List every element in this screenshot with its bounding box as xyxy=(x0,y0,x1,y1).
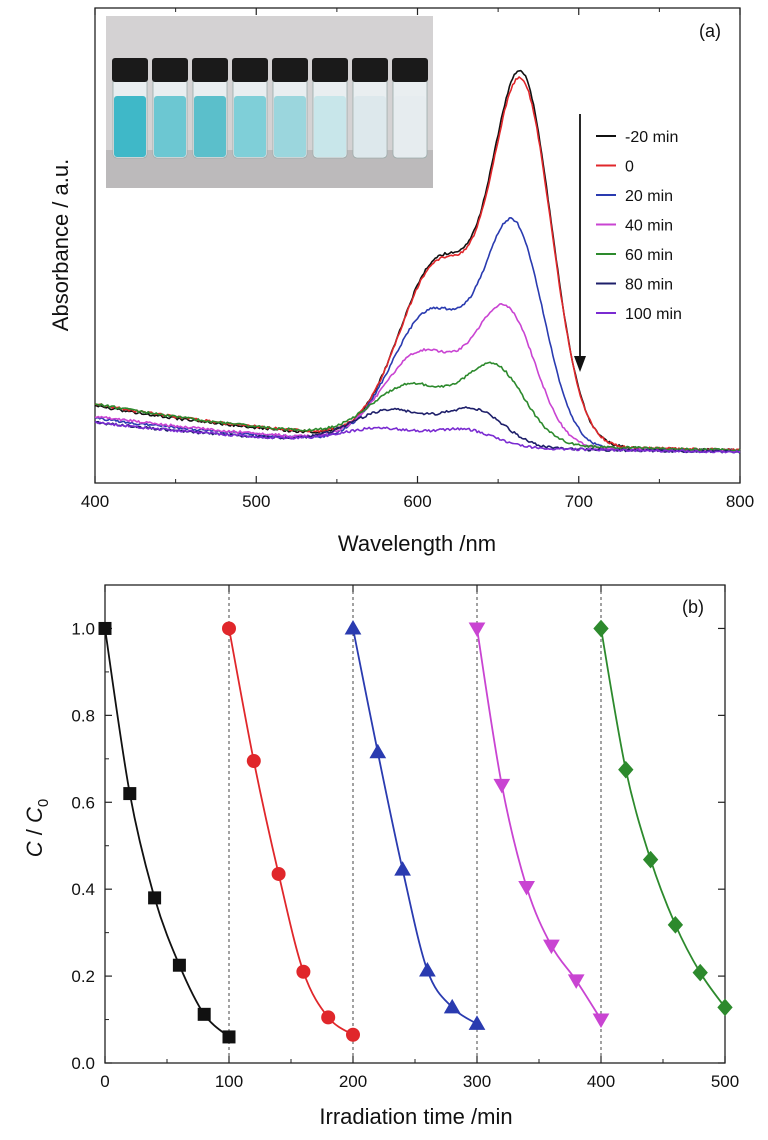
x-tick-label: 500 xyxy=(711,1072,739,1091)
inverted-triangle-marker xyxy=(493,778,511,794)
inverted-triangle-marker xyxy=(543,939,560,955)
panel-b-dashed-lines xyxy=(228,585,602,1063)
y-tick-label: 0.2 xyxy=(71,967,95,986)
y-tick-label: 1.0 xyxy=(71,619,95,638)
spectrum-curve xyxy=(94,420,741,454)
circle-marker xyxy=(246,753,261,768)
x-tick-label: 0 xyxy=(100,1072,109,1091)
panel-b-label: (b) xyxy=(682,597,704,617)
y-tick-label: 0.4 xyxy=(71,880,95,899)
square-marker xyxy=(197,1007,211,1021)
circle-marker xyxy=(346,1027,360,1042)
legend-label: 40 min xyxy=(625,218,673,235)
diamond-marker xyxy=(642,850,659,869)
decrease-arrow-head xyxy=(574,356,586,372)
triangle-marker xyxy=(369,743,387,759)
vial-solution xyxy=(234,96,266,157)
legend-label: 80 min xyxy=(625,277,673,294)
vial-cap xyxy=(232,58,268,82)
inverted-triangle-marker xyxy=(567,974,585,989)
decay-line xyxy=(476,628,602,1021)
triangle-marker xyxy=(419,961,436,977)
x-tick-label: 800 xyxy=(726,492,754,511)
inverted-triangle-marker xyxy=(468,622,486,637)
square-marker xyxy=(98,621,112,635)
vial-cap xyxy=(392,58,428,82)
x-tick-label: 400 xyxy=(587,1072,615,1091)
vial-solution xyxy=(314,96,346,157)
vial-cap xyxy=(312,58,348,82)
square-marker xyxy=(222,1030,236,1044)
panel-b-series xyxy=(98,619,733,1044)
legend-label: -20 min xyxy=(625,129,678,146)
decay-line xyxy=(104,628,230,1038)
inverted-triangle-marker xyxy=(518,881,535,896)
panel-b-xlabel: Irradiation time /min xyxy=(319,1104,512,1129)
panel-a-label: (a) xyxy=(699,21,721,41)
triangle-marker xyxy=(394,861,411,876)
triangle-marker xyxy=(468,1015,486,1030)
triangle-marker xyxy=(443,998,461,1014)
circle-marker xyxy=(296,964,311,979)
x-tick-label: 600 xyxy=(403,492,431,511)
legend-label: 20 min xyxy=(625,188,673,205)
triangle-marker xyxy=(344,619,362,635)
x-tick-label: 400 xyxy=(81,492,109,511)
diamond-marker xyxy=(717,998,733,1017)
diamond-marker xyxy=(618,760,634,779)
x-tick-label: 700 xyxy=(565,492,593,511)
spectrum-curve xyxy=(94,361,741,452)
x-tick-label: 200 xyxy=(339,1072,367,1091)
circle-marker xyxy=(222,621,236,636)
decay-line xyxy=(352,628,478,1025)
legend-label: 100 min xyxy=(625,306,682,323)
panel-b: 0 100 200 300 400 500 0.0 0.2 0.4 0.6 0.8 1.0 (b) I… xyxy=(22,584,739,1129)
vial-cap xyxy=(352,58,388,82)
legend-label: 0 xyxy=(625,159,634,176)
y-tick-label: 0.6 xyxy=(71,793,95,812)
x-tick-label: 300 xyxy=(463,1072,491,1091)
square-marker xyxy=(123,787,137,801)
vial-cap xyxy=(112,58,148,82)
y-tick-label: 0.0 xyxy=(71,1054,95,1073)
panel-b-frame xyxy=(104,584,726,1064)
x-tick-label: 500 xyxy=(242,492,270,511)
inverted-triangle-marker xyxy=(592,1013,610,1029)
inset-photo xyxy=(106,16,433,188)
x-tick-label: 100 xyxy=(215,1072,243,1091)
vial-cap xyxy=(272,58,308,82)
vial-cap xyxy=(152,58,188,82)
vial-solution xyxy=(354,96,386,157)
panel-a-curves xyxy=(94,69,741,454)
vial-solution xyxy=(154,96,186,157)
legend-label: 60 min xyxy=(625,247,673,264)
diamond-marker xyxy=(667,916,684,934)
vial-row xyxy=(112,58,428,159)
panel-b-ylabel: C / C0 xyxy=(22,799,52,857)
y-tick-label: 0.8 xyxy=(71,706,95,725)
circle-marker xyxy=(271,866,286,881)
panel-a-x-ticks: 400 500 600 700 800 xyxy=(81,8,754,511)
vial-cap xyxy=(192,58,228,82)
decay-line xyxy=(228,628,354,1036)
panel-b-ticks: 0 100 200 300 400 500 0.0 0.2 0.4 0.6 0.8 1.0 xyxy=(71,584,739,1091)
panel-a-xlabel: Wavelength /nm xyxy=(338,531,496,556)
vial-solution xyxy=(114,96,146,157)
diamond-marker xyxy=(692,963,708,982)
vial-solution xyxy=(274,96,306,157)
panel-a: 400 500 600 700 800 -20 min 0 20 min 40 min 60 m… xyxy=(48,7,754,556)
square-marker xyxy=(148,891,162,905)
vial-solution xyxy=(194,96,226,157)
panel-a-ylabel: Absorbance / a.u. xyxy=(48,159,73,331)
decay-line xyxy=(600,628,726,1008)
circle-marker xyxy=(321,1010,336,1025)
diamond-marker xyxy=(593,619,609,638)
vial-solution xyxy=(394,96,426,157)
panel-a-legend: -20 min 0 20 min 40 min 60 min 80 min 100 min xyxy=(596,129,682,323)
square-marker xyxy=(172,958,186,972)
